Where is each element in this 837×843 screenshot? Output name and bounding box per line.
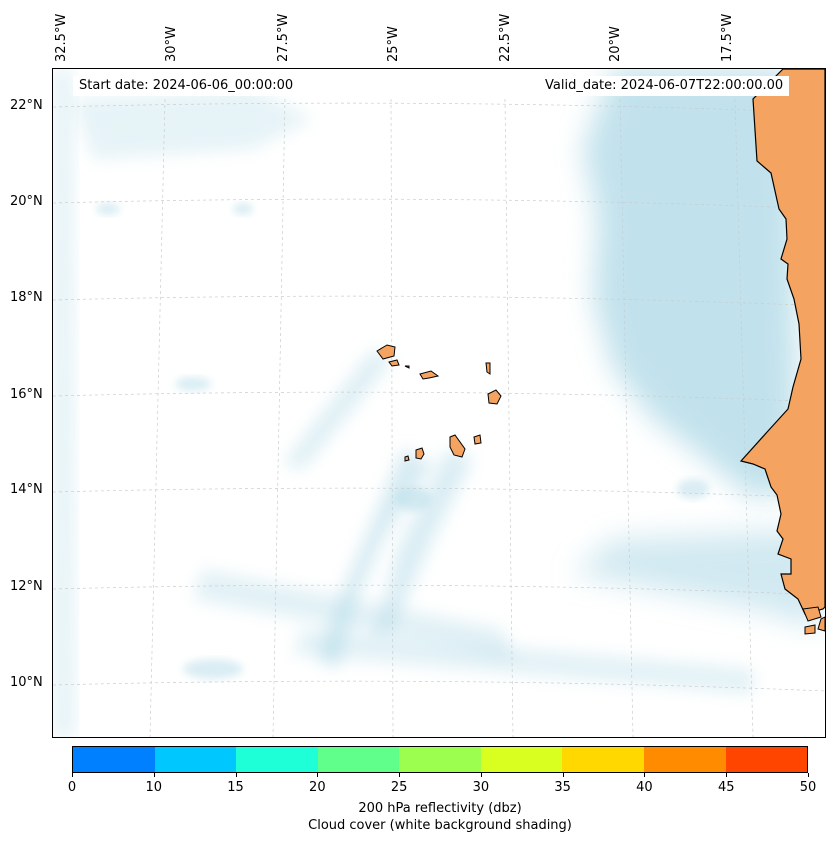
bissagos-islands (802, 606, 825, 635)
meridian-20w (619, 98, 634, 737)
lon-label-20w: 20°W (608, 26, 623, 62)
colorbar-tick-mark (72, 773, 73, 777)
island-sal (485, 362, 491, 375)
colorbar-segment (643, 747, 726, 772)
colorbar-tick-label: 25 (390, 780, 408, 795)
cloud-streak-3 (283, 349, 393, 469)
colorbar-segment (154, 747, 237, 772)
lat-label-20n: 20°N (10, 194, 43, 209)
colorbar-tick-mark (235, 773, 237, 777)
parallel-12n (53, 584, 825, 596)
island-maio (473, 434, 482, 445)
colorbar-tick-mark (562, 773, 564, 777)
colorbar-tick-mark (644, 773, 646, 777)
colorbar-tick-label: 10 (145, 780, 163, 795)
colorbar-tick-mark (726, 773, 728, 777)
parallel-16n (53, 391, 825, 403)
colorbar-tick-mark (317, 773, 319, 777)
colorbar-tick-mark (808, 773, 809, 777)
cape-verde-islands (376, 344, 502, 462)
meridian-22-5w (504, 98, 514, 737)
cloud-streak-4 (193, 569, 513, 659)
colorbar-segment (236, 747, 318, 772)
island-santa-luzia (404, 365, 410, 369)
cloud-cell-c (96, 203, 120, 215)
lon-label-30w: 30°W (164, 26, 179, 62)
lon-label-17-5w: 17.5°W (720, 13, 735, 62)
map-panel (52, 68, 826, 738)
colorbar-tick-label: 0 (67, 780, 77, 795)
cloud-streak-2 (373, 449, 473, 639)
cloud-south-band (573, 529, 823, 629)
parallel-22n (53, 102, 825, 114)
colorbar-segment (480, 747, 563, 772)
meridian-25w (390, 98, 394, 737)
cloud-cell-d (395, 487, 431, 511)
cloud-cell-b (233, 203, 253, 215)
reflectivity-colorbar (72, 746, 808, 773)
start-date-label: Start date: 2024-06-06_00:00:00 (73, 76, 300, 96)
lat-label-18n: 18°N (10, 290, 43, 305)
lat-label-10n: 10°N (10, 675, 43, 690)
lat-label-14n: 14°N (10, 482, 43, 497)
meridian-27-5w (272, 98, 286, 737)
meridian-30w (149, 98, 166, 737)
africa-coastline (739, 69, 825, 615)
colorbar-tick-mark (399, 773, 401, 777)
island-boa-vista (487, 389, 502, 405)
cloud-cell-e (677, 479, 709, 499)
lon-label-32-5w: 32.5°W (54, 13, 69, 62)
meridian-17-5w (734, 98, 754, 737)
cloud-cell-f (183, 659, 243, 679)
colorbar-tick-label: 15 (227, 780, 244, 795)
cloud-east-mass (583, 69, 798, 499)
colorbar-segment (399, 747, 481, 772)
island-santo-antao (376, 344, 396, 360)
island-sao-vicente (388, 359, 400, 367)
colorbar-tick-mark (153, 773, 155, 777)
lon-label-27-5w: 27.5°W (276, 13, 291, 62)
colorbar-tick-label: 30 (472, 780, 490, 795)
parallel-18n (53, 295, 825, 307)
island-brava (404, 455, 410, 462)
colorbar-segment (725, 747, 808, 772)
map-canvas (53, 69, 825, 737)
colorbar-tick-label: 20 (309, 780, 326, 795)
cloud-streak-5 (293, 629, 753, 694)
colorbar-tick-mark (480, 773, 482, 777)
lat-label-16n: 16°N (10, 387, 43, 402)
colorbar-sublabel: Cloud cover (white background shading) (308, 818, 572, 833)
cloud-west-edge (53, 69, 75, 737)
lat-label-22n: 22°N (10, 98, 43, 113)
cloud-northwest (73, 89, 313, 159)
parallel-14n (53, 487, 825, 499)
parallel-10n (53, 680, 825, 692)
colorbar-segment (73, 747, 155, 772)
colorbar-tick-label: 35 (554, 780, 571, 795)
parallel-20n (53, 198, 825, 210)
lon-label-22-5w: 22.5°W (498, 13, 513, 62)
colorbar-tick-label: 50 (799, 780, 817, 795)
lon-label-25w: 25°W (386, 26, 401, 62)
colorbar-label: 200 hPa reflectivity (dbz) (358, 801, 522, 816)
colorbar-segment (562, 747, 644, 772)
cloud-cell-a (175, 377, 211, 391)
colorbar-tick-label: 40 (636, 780, 653, 795)
cloud-cover-layer (53, 69, 823, 737)
island-santiago (449, 434, 466, 458)
island-sao-nicolau (419, 370, 440, 380)
graticule (53, 98, 825, 737)
colorbar-segment (317, 747, 400, 772)
colorbar-tick-label: 45 (717, 780, 735, 795)
lat-label-12n: 12°N (10, 579, 43, 594)
valid-date-label: Valid_date: 2024-06-07T22:00:00.00 (539, 76, 790, 96)
island-fogo (415, 447, 425, 460)
